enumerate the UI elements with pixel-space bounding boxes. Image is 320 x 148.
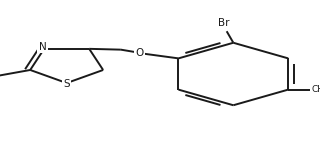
Text: O: O [135,48,143,58]
Text: CH₃: CH₃ [311,85,320,94]
Text: Br: Br [218,18,229,28]
Text: S: S [63,79,70,89]
Text: N: N [39,42,46,52]
